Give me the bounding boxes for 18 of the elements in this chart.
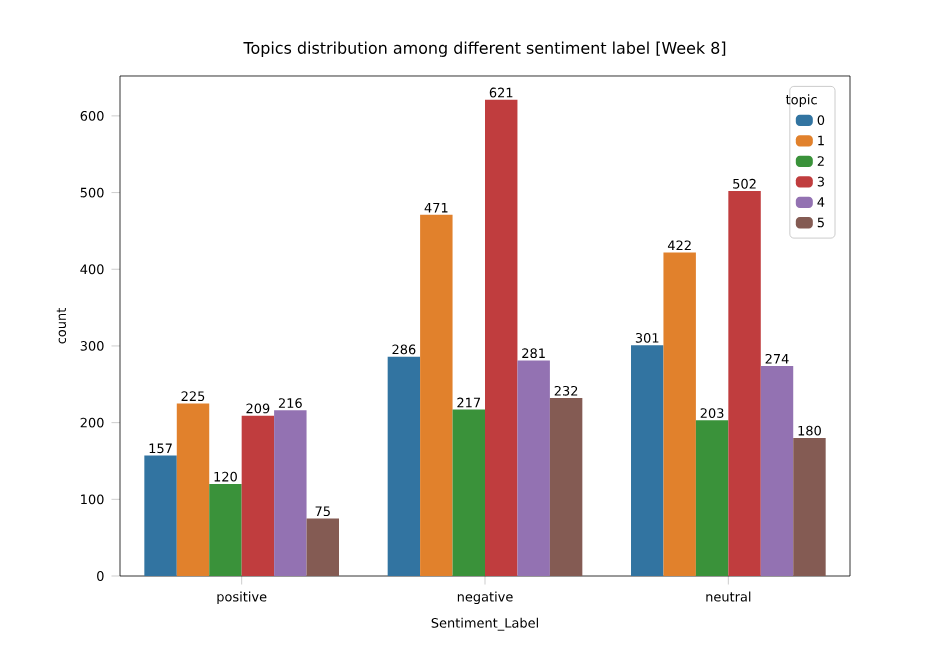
bar — [274, 410, 307, 576]
bar — [387, 356, 421, 576]
bar — [663, 252, 696, 576]
bar — [209, 483, 242, 576]
bar — [485, 99, 518, 576]
bar — [760, 365, 794, 576]
bar — [793, 437, 826, 576]
bar — [631, 345, 664, 576]
bar — [144, 455, 177, 576]
bar — [452, 409, 485, 576]
bar — [549, 398, 583, 576]
bar — [517, 360, 550, 576]
bar — [306, 518, 339, 576]
bar — [695, 420, 729, 576]
bar — [420, 214, 453, 576]
bar — [241, 415, 275, 576]
bar — [728, 191, 761, 576]
bar — [176, 403, 210, 576]
